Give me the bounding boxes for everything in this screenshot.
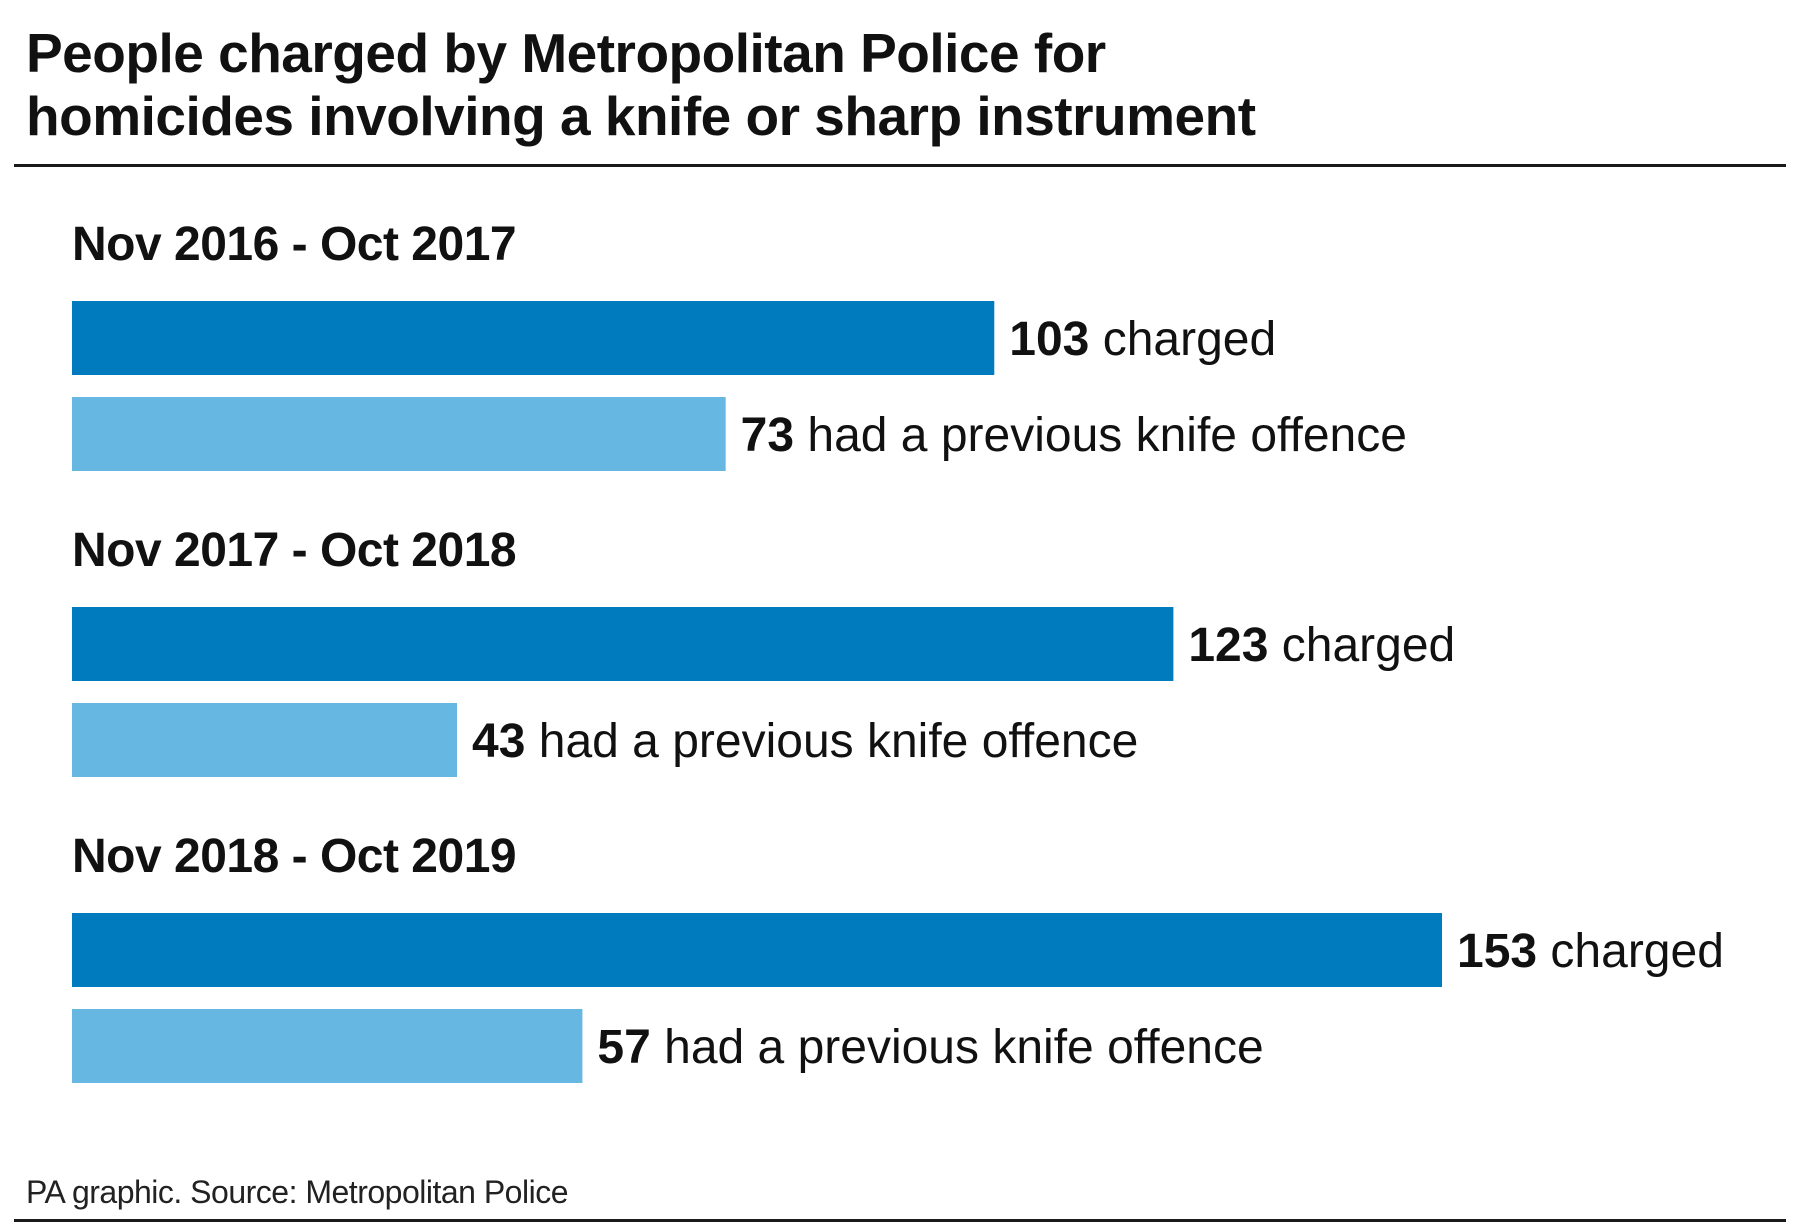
bar-charged — [72, 301, 995, 375]
bar-charged — [72, 913, 1442, 987]
data-label-value: 153 — [1457, 925, 1537, 978]
group-label: Nov 2016 - Oct 2017 — [72, 218, 516, 271]
bar-previous-knife-offence — [72, 703, 458, 777]
group-label: Nov 2017 - Oct 2018 — [72, 524, 516, 577]
data-label-series-name: charged — [1537, 925, 1724, 978]
data-label-value: 73 — [741, 409, 794, 462]
data-label-charged: 153 charged — [1457, 925, 1724, 978]
data-label-value: 103 — [1009, 313, 1089, 366]
group-label: Nov 2018 - Oct 2019 — [72, 830, 516, 883]
data-label-series-name: charged — [1089, 313, 1276, 366]
bottom-divider — [14, 1219, 1786, 1222]
data-label-series-name: charged — [1268, 619, 1455, 672]
data-label-series-name: had a previous knife offence — [794, 409, 1407, 462]
data-label-value: 43 — [472, 715, 525, 768]
data-label-value: 123 — [1188, 619, 1268, 672]
data-label-charged: 123 charged — [1188, 619, 1455, 672]
chart-title-line-2: homicides involving a knife or sharp ins… — [26, 85, 1256, 147]
data-label-series-name: had a previous knife offence — [651, 1021, 1264, 1074]
chart-title-line-1: People charged by Metropolitan Police fo… — [26, 22, 1106, 84]
source-note: PA graphic. Source: Metropolitan Police — [26, 1174, 568, 1210]
data-label-series-name: had a previous knife offence — [525, 715, 1138, 768]
top-divider — [14, 164, 1786, 167]
data-label-previous-knife-offence: 73 had a previous knife offence — [741, 409, 1407, 462]
data-label-previous-knife-offence: 57 had a previous knife offence — [597, 1021, 1263, 1074]
data-label-previous-knife-offence: 43 had a previous knife offence — [472, 715, 1138, 768]
bar-previous-knife-offence — [72, 1009, 583, 1083]
data-label-charged: 103 charged — [1009, 313, 1276, 366]
data-label-value: 57 — [597, 1021, 650, 1074]
chart-title: People charged by Metropolitan Police fo… — [26, 22, 1746, 148]
bar-charged — [72, 607, 1174, 681]
bar-previous-knife-offence — [72, 397, 726, 471]
